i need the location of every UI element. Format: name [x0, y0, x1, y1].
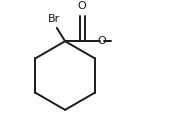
- Text: Br: Br: [48, 14, 60, 24]
- Text: O: O: [78, 1, 87, 11]
- Text: O: O: [98, 36, 106, 46]
